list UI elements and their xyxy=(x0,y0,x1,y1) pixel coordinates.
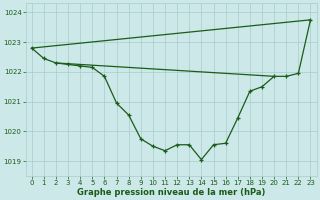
X-axis label: Graphe pression niveau de la mer (hPa): Graphe pression niveau de la mer (hPa) xyxy=(77,188,265,197)
